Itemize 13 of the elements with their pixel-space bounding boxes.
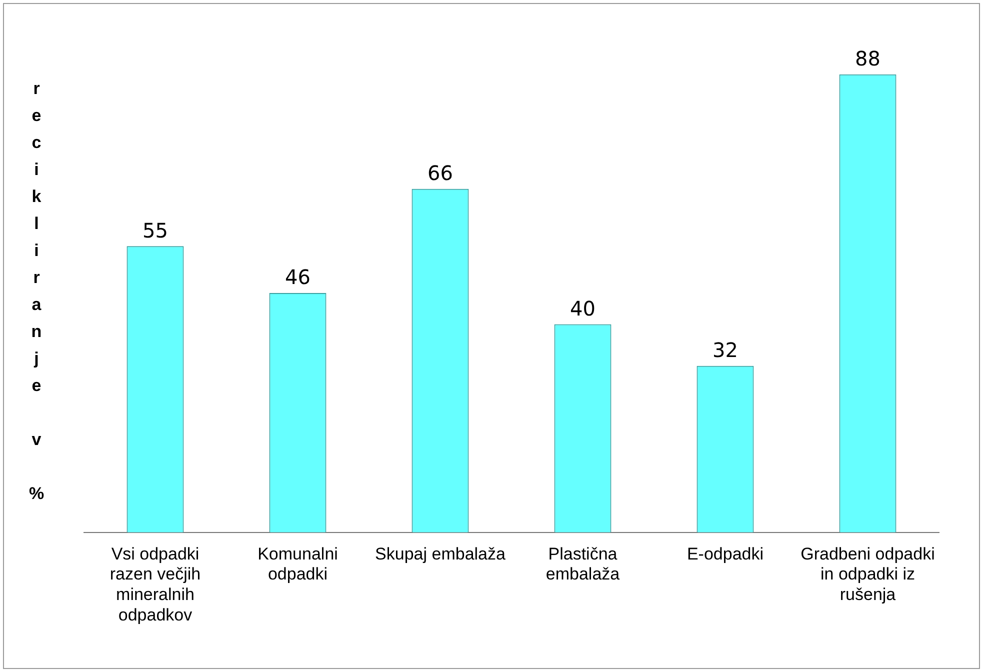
- x-tick-label: Gradbeni odpadki in odpadki iz rušenja: [800, 544, 935, 604]
- x-tick-label: Vsi odpadki razen večjih mineralnih odpadkov: [110, 544, 201, 624]
- data-label: 40: [570, 296, 596, 320]
- x-tick-label: Skupaj embalaža: [375, 544, 506, 564]
- data-label: 46: [285, 265, 310, 290]
- x-tick-label: Plastična embalaža: [546, 544, 620, 584]
- x-tick-label: E-odpadki: [686, 544, 764, 564]
- y-axis-title: recikliranje v %: [26, 79, 46, 511]
- data-label: 55: [142, 218, 168, 242]
- x-tick-label: Komunalni odpadki: [258, 544, 338, 584]
- data-label: 88: [855, 46, 880, 71]
- data-label: 66: [428, 161, 453, 186]
- data-label: 32: [712, 338, 738, 362]
